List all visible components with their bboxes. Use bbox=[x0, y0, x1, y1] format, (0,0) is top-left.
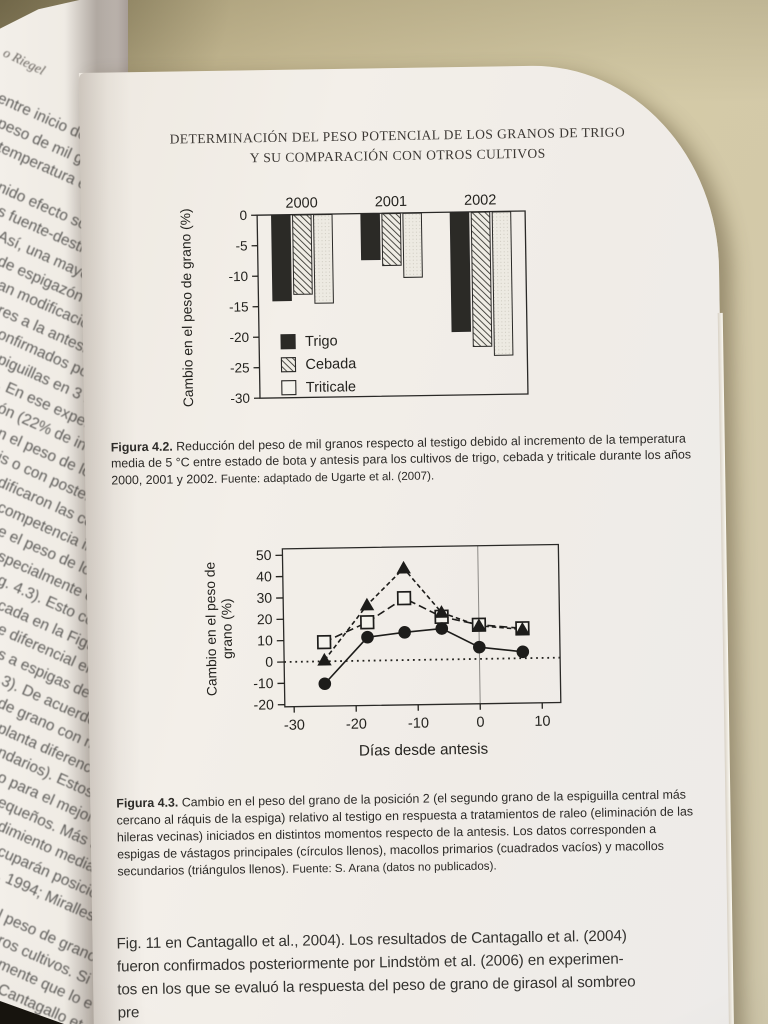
markers-open-square bbox=[316, 590, 530, 650]
line-open-square bbox=[323, 597, 523, 643]
svg-text:Cambio en el peso de: Cambio en el peso de bbox=[203, 561, 220, 696]
svg-text:2002: 2002 bbox=[464, 192, 497, 209]
svg-text:50: 50 bbox=[256, 547, 272, 563]
figure-4-3-caption: Figura 4.3. Cambio en el peso del grano … bbox=[116, 786, 700, 879]
svg-text:Días desde antesis: Días desde antesis bbox=[359, 741, 489, 760]
figure-4-3-source: Fuente: S. Arana (datos no publicados). bbox=[292, 859, 497, 876]
svg-text:Cebada: Cebada bbox=[305, 356, 357, 373]
line-chart-figure: Cambio en el peso de grano (%) 50 40 30 20 10 0… bbox=[202, 531, 635, 764]
line-chart-svg: Cambio en el peso de grano (%) 50 40 30 20 10 0… bbox=[203, 543, 562, 760]
svg-text:2001: 2001 bbox=[375, 193, 408, 210]
svg-text:-10: -10 bbox=[408, 716, 429, 732]
svg-text:2000: 2000 bbox=[285, 195, 318, 212]
figure-4-2-caption: Figura 4.2. Reducción del peso de mil gr… bbox=[111, 430, 695, 490]
line-filled-triangle bbox=[323, 567, 523, 661]
svg-text:Cambio en el peso de grano (%): Cambio en el peso de grano (%) bbox=[178, 208, 196, 407]
running-head: DETERMINACIÓN DEL PESO POTENCIAL DE LOS … bbox=[104, 121, 692, 171]
body-paragraph: Fig. 11 en Cantagallo et al., 2004). Los… bbox=[116, 925, 704, 1024]
svg-text:30: 30 bbox=[256, 590, 272, 606]
legend-swatch-trigo bbox=[280, 333, 296, 349]
svg-text:20: 20 bbox=[257, 611, 273, 627]
bar-chart-legend: Trigo Cebada Triticale bbox=[280, 333, 357, 396]
bar-triticale-2000 bbox=[313, 213, 334, 304]
bar-trigo-2001 bbox=[360, 212, 381, 260]
page-content: DETERMINACIÓN DEL PESO POTENCIAL DE LOS … bbox=[79, 63, 731, 1024]
svg-text:-20: -20 bbox=[253, 696, 274, 712]
bar-trigo-2000 bbox=[271, 214, 292, 301]
svg-text:0: 0 bbox=[265, 654, 273, 670]
svg-text:Trigo: Trigo bbox=[305, 333, 338, 350]
markers-filled-circle bbox=[318, 622, 530, 691]
bar-trigo-2002 bbox=[449, 211, 472, 332]
figure-4-3-label: Figura 4.3. bbox=[116, 795, 179, 811]
svg-text:0: 0 bbox=[476, 715, 484, 731]
bar-triticale-2002 bbox=[491, 210, 514, 356]
right-page: DETERMINACIÓN DEL PESO POTENCIAL DE LOS … bbox=[78, 62, 732, 1024]
figure-4-2-source: Fuente: adaptado de Ugarte et al. (2007)… bbox=[220, 469, 435, 487]
svg-text:-15: -15 bbox=[229, 299, 249, 314]
svg-text:-20: -20 bbox=[346, 717, 367, 733]
bar-y-axis: 0 -5 -10 -15 -20 -25 -30 bbox=[228, 207, 260, 406]
markers-filled-triangle bbox=[317, 560, 530, 666]
legend-swatch-triticale bbox=[281, 379, 297, 395]
zero-line bbox=[284, 656, 561, 663]
bar-groups bbox=[271, 210, 514, 356]
bar-chart-svg: Cambio en el peso de grano (%) 0 -5 -10 -15 -… bbox=[178, 192, 529, 407]
bar-chart-figure: Cambio en el peso de grano (%) 0 -5 -10 -15 -… bbox=[177, 189, 610, 408]
svg-text:-20: -20 bbox=[229, 329, 249, 344]
bar-cebada-2002 bbox=[470, 211, 493, 347]
svg-text:-10: -10 bbox=[228, 268, 248, 283]
svg-text:Triticale: Triticale bbox=[306, 379, 356, 396]
line-filled-circle bbox=[324, 627, 523, 685]
svg-text:grano (%): grano (%) bbox=[219, 598, 235, 659]
bar-triticale-2001 bbox=[402, 212, 423, 278]
svg-text:0: 0 bbox=[239, 207, 247, 222]
svg-text:-30: -30 bbox=[230, 390, 250, 405]
svg-text:-30: -30 bbox=[284, 718, 305, 734]
figure-4-2-label: Figura 4.2. bbox=[110, 439, 173, 455]
legend-swatch-cebada bbox=[280, 356, 297, 372]
svg-text:40: 40 bbox=[256, 568, 272, 584]
svg-text:10: 10 bbox=[257, 632, 273, 648]
svg-text:-10: -10 bbox=[253, 675, 274, 691]
bar-cebada-2000 bbox=[292, 213, 313, 295]
bar-cebada-2001 bbox=[381, 212, 402, 266]
svg-text:-5: -5 bbox=[235, 238, 247, 253]
svg-text:-25: -25 bbox=[230, 360, 250, 375]
svg-text:10: 10 bbox=[534, 714, 550, 730]
